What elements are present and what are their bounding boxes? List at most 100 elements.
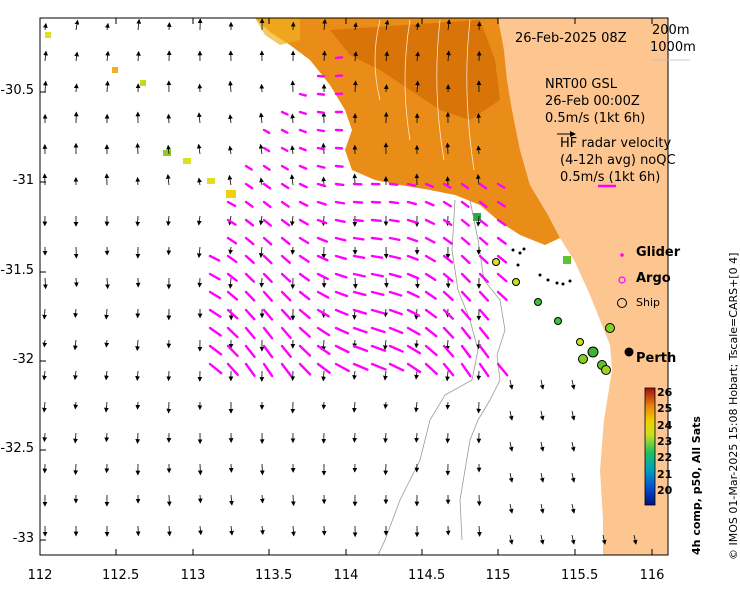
current-vector [508, 534, 514, 545]
current-vector [104, 370, 109, 381]
current-vector [258, 143, 264, 155]
radar-vector [424, 236, 436, 244]
current-vector [196, 143, 202, 155]
radar-vector [298, 362, 312, 376]
current-vector [290, 145, 295, 155]
radar-vector [280, 308, 292, 321]
current-vector [570, 441, 576, 452]
radar-vector [298, 164, 308, 170]
colorbar-title: 4h comp, p50, All Sats [690, 416, 703, 555]
radar-vector [208, 326, 222, 337]
radar-vector [424, 200, 435, 207]
current-vector [166, 525, 172, 537]
radar-vector [478, 182, 488, 190]
radar-vector [316, 254, 329, 262]
radar-vector [262, 290, 274, 302]
current-vector [228, 80, 233, 93]
sst-pixel [563, 256, 571, 264]
radar-vector [478, 308, 490, 321]
radar-vector [262, 254, 273, 265]
radar-vector [316, 146, 326, 151]
radar-vector [226, 290, 239, 301]
radar-vector [280, 146, 289, 153]
current-vector [228, 246, 234, 255]
contour-200m-label: 200m [652, 23, 690, 38]
radar-vector [208, 254, 221, 262]
radar-vector [316, 92, 326, 96]
colorbar [644, 387, 656, 506]
radar-vector [262, 146, 271, 153]
radar-vector [280, 344, 292, 358]
radar-vector [460, 308, 472, 321]
current-vector [570, 503, 576, 514]
x-tick-label: 113 [180, 568, 206, 583]
sst-pixel [163, 150, 171, 156]
current-vector [43, 80, 48, 93]
radar-vector [388, 254, 402, 260]
x-tick-label: 116 [639, 568, 665, 583]
radar-vector [262, 362, 274, 378]
current-vector [290, 215, 295, 227]
x-tick-label: 113.5 [255, 568, 293, 583]
current-vector [258, 112, 264, 124]
radar-vector [478, 218, 489, 227]
radar-vector [280, 218, 291, 227]
ship-markers [492, 258, 615, 375]
radar-vector [334, 236, 347, 242]
current-vector [384, 19, 390, 31]
radar-vector [442, 272, 454, 283]
current-vector [383, 432, 388, 444]
radar-vector [298, 236, 310, 245]
current-vector [260, 525, 265, 536]
model-label: NRT00 GSL [545, 77, 617, 92]
current-vector [476, 112, 482, 124]
radar-vector [298, 272, 311, 282]
x-tick-label: 112 [27, 568, 53, 583]
radar-vector [370, 362, 387, 371]
current-vector [414, 370, 419, 380]
current-vector [508, 472, 514, 483]
radar-vector [262, 308, 274, 321]
radar-vector [370, 290, 385, 296]
current-vector [539, 472, 545, 483]
current-vector [383, 401, 389, 410]
radar-vector [244, 218, 255, 227]
current-vector [42, 339, 48, 348]
current-vector [383, 84, 389, 93]
colorbar-tick-label: 22 [657, 451, 673, 465]
radar-vector [226, 362, 239, 377]
radar-vector [424, 290, 437, 300]
current-vector [73, 308, 79, 319]
radar-vector [262, 218, 272, 227]
radar-vector [226, 308, 239, 320]
radar-vector [298, 92, 307, 97]
current-vector [135, 142, 141, 155]
radar-vector [298, 344, 312, 357]
current-vector [227, 174, 233, 186]
current-vector [475, 174, 481, 186]
radar-vector [478, 272, 489, 283]
current-vector [197, 177, 202, 186]
radar-vector [388, 218, 400, 223]
contour-1000m-label: 1000m [650, 40, 696, 55]
current-vector [42, 432, 48, 443]
contour-200m [459, 199, 506, 541]
radar-vector [442, 254, 454, 264]
contour-1000m [377, 199, 479, 555]
radar-vector [352, 326, 368, 334]
radar-vector [244, 344, 256, 359]
ship-legend-icon [617, 298, 627, 308]
radar-vector [460, 362, 472, 378]
radar-vector [496, 272, 508, 283]
radar-vector [334, 164, 344, 168]
current-vector [415, 22, 420, 31]
radar-vector [226, 344, 239, 358]
colorbar-tick-label: 25 [657, 402, 673, 416]
current-vector [383, 308, 389, 318]
x-tick-label: 115.5 [561, 568, 599, 583]
credit: © IMOS 01-Mar-2025 15:08 Hobart; Tscale=… [727, 252, 740, 560]
argo-legend-label: Argo [636, 271, 671, 286]
radar-vector [208, 272, 221, 281]
radar-vector [406, 308, 421, 317]
current-vector [104, 432, 110, 443]
